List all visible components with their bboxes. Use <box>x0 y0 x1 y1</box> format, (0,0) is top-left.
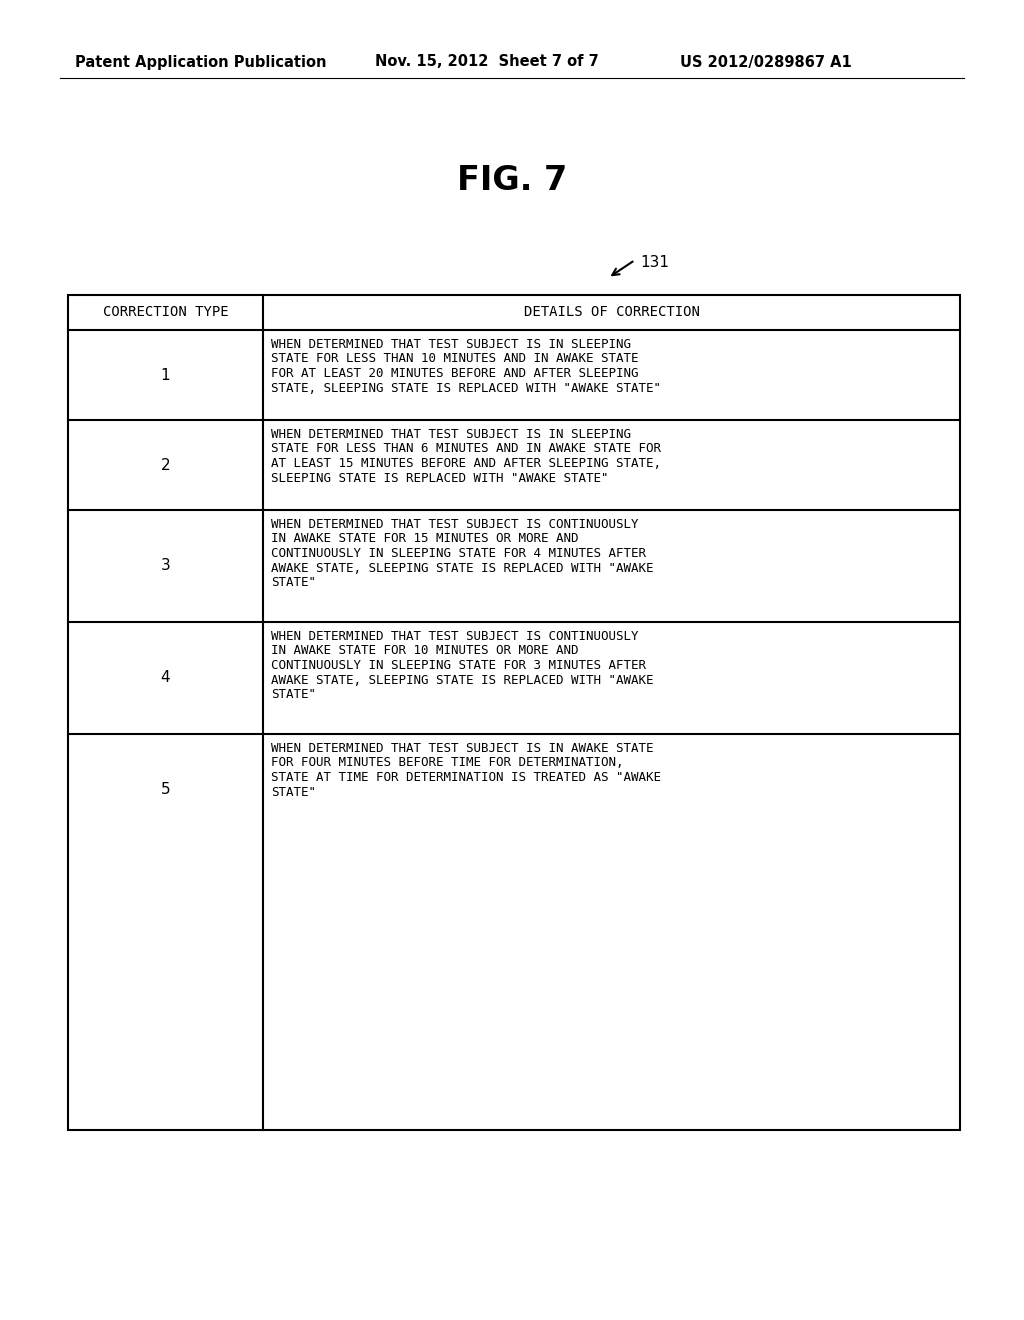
Bar <box>68 294 961 1130</box>
Text: SLEEPING STATE IS REPLACED WITH "AWAKE STATE": SLEEPING STATE IS REPLACED WITH "AWAKE S… <box>271 471 608 484</box>
Text: AWAKE STATE, SLEEPING STATE IS REPLACED WITH "AWAKE: AWAKE STATE, SLEEPING STATE IS REPLACED … <box>271 673 653 686</box>
Text: AT LEAST 15 MINUTES BEFORE AND AFTER SLEEPING STATE,: AT LEAST 15 MINUTES BEFORE AND AFTER SLE… <box>271 457 662 470</box>
Text: WHEN DETERMINED THAT TEST SUBJECT IS CONTINUOUSLY: WHEN DETERMINED THAT TEST SUBJECT IS CON… <box>271 517 639 531</box>
Text: FOR FOUR MINUTES BEFORE TIME FOR DETERMINATION,: FOR FOUR MINUTES BEFORE TIME FOR DETERMI… <box>271 756 624 770</box>
Text: CONTINUOUSLY IN SLEEPING STATE FOR 3 MINUTES AFTER: CONTINUOUSLY IN SLEEPING STATE FOR 3 MIN… <box>271 659 646 672</box>
Text: WHEN DETERMINED THAT TEST SUBJECT IS IN SLEEPING: WHEN DETERMINED THAT TEST SUBJECT IS IN … <box>271 428 631 441</box>
Text: WHEN DETERMINED THAT TEST SUBJECT IS IN SLEEPING: WHEN DETERMINED THAT TEST SUBJECT IS IN … <box>271 338 631 351</box>
Text: US 2012/0289867 A1: US 2012/0289867 A1 <box>680 54 852 70</box>
Text: IN AWAKE STATE FOR 10 MINUTES OR MORE AND: IN AWAKE STATE FOR 10 MINUTES OR MORE AN… <box>271 644 579 657</box>
Text: WHEN DETERMINED THAT TEST SUBJECT IS IN AWAKE STATE: WHEN DETERMINED THAT TEST SUBJECT IS IN … <box>271 742 653 755</box>
Text: FOR AT LEAST 20 MINUTES BEFORE AND AFTER SLEEPING: FOR AT LEAST 20 MINUTES BEFORE AND AFTER… <box>271 367 639 380</box>
Text: STATE FOR LESS THAN 6 MINUTES AND IN AWAKE STATE FOR: STATE FOR LESS THAN 6 MINUTES AND IN AWA… <box>271 442 662 455</box>
Text: 2: 2 <box>161 458 170 473</box>
Text: Nov. 15, 2012  Sheet 7 of 7: Nov. 15, 2012 Sheet 7 of 7 <box>375 54 599 70</box>
Text: DETAILS OF CORRECTION: DETAILS OF CORRECTION <box>523 305 699 319</box>
Text: CONTINUOUSLY IN SLEEPING STATE FOR 4 MINUTES AFTER: CONTINUOUSLY IN SLEEPING STATE FOR 4 MIN… <box>271 546 646 560</box>
Text: AWAKE STATE, SLEEPING STATE IS REPLACED WITH "AWAKE: AWAKE STATE, SLEEPING STATE IS REPLACED … <box>271 561 653 574</box>
Text: STATE": STATE" <box>271 576 316 589</box>
Text: STATE, SLEEPING STATE IS REPLACED WITH "AWAKE STATE": STATE, SLEEPING STATE IS REPLACED WITH "… <box>271 381 662 395</box>
Text: FIG. 7: FIG. 7 <box>457 164 567 197</box>
Text: STATE AT TIME FOR DETERMINATION IS TREATED AS "AWAKE: STATE AT TIME FOR DETERMINATION IS TREAT… <box>271 771 662 784</box>
Text: Patent Application Publication: Patent Application Publication <box>75 54 327 70</box>
Text: STATE FOR LESS THAN 10 MINUTES AND IN AWAKE STATE: STATE FOR LESS THAN 10 MINUTES AND IN AW… <box>271 352 639 366</box>
Text: STATE": STATE" <box>271 785 316 799</box>
Text: 1: 1 <box>161 367 170 383</box>
Text: 131: 131 <box>640 255 669 271</box>
Text: 5: 5 <box>161 783 170 797</box>
Text: WHEN DETERMINED THAT TEST SUBJECT IS CONTINUOUSLY: WHEN DETERMINED THAT TEST SUBJECT IS CON… <box>271 630 639 643</box>
Text: 4: 4 <box>161 671 170 685</box>
Text: IN AWAKE STATE FOR 15 MINUTES OR MORE AND: IN AWAKE STATE FOR 15 MINUTES OR MORE AN… <box>271 532 579 545</box>
Text: 3: 3 <box>161 558 170 573</box>
Text: CORRECTION TYPE: CORRECTION TYPE <box>102 305 228 319</box>
Text: STATE": STATE" <box>271 688 316 701</box>
